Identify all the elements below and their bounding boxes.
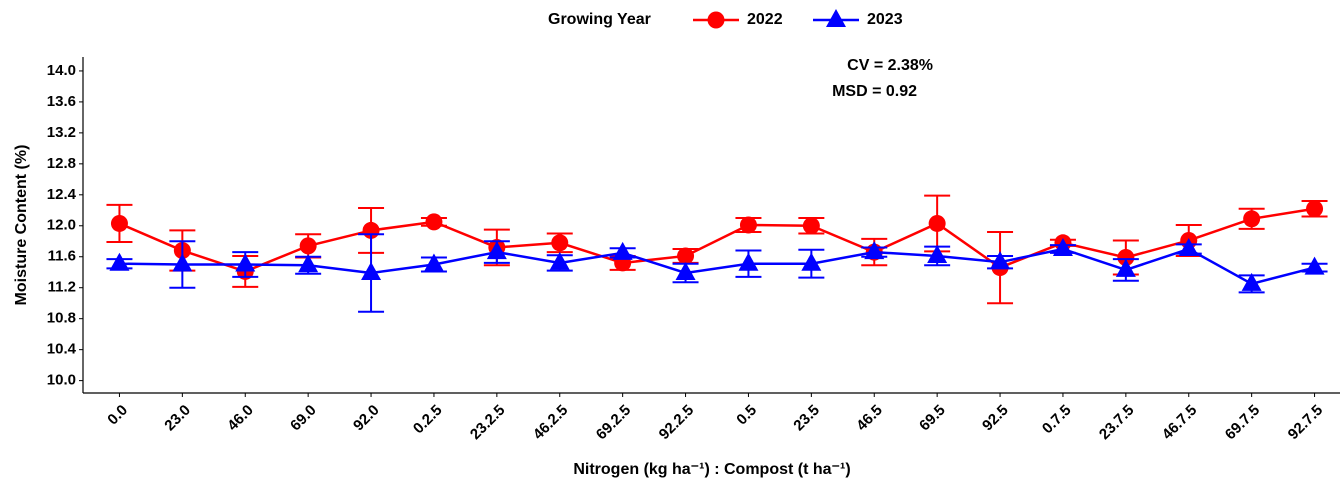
series-line	[118, 207, 1315, 273]
marker	[675, 262, 696, 280]
marker	[1306, 200, 1324, 218]
marker	[677, 247, 695, 265]
marker	[299, 237, 317, 255]
marker	[738, 252, 759, 271]
marker	[1052, 238, 1073, 256]
x-tick-label: 69.7.5	[1222, 402, 1264, 444]
x-tick-label: 46.7.5	[1159, 402, 1201, 444]
x-tick-label: 69.2.5	[593, 402, 635, 444]
y-tick-label: 10.0	[47, 372, 76, 389]
y-tick-label: 12.4	[47, 186, 77, 203]
annotation: CV = 2.38%	[847, 57, 933, 74]
marker	[1117, 249, 1135, 267]
marker	[486, 241, 507, 260]
y-axis-label: Moisture Content (%)	[13, 145, 30, 306]
legend-label: 2023	[867, 11, 903, 28]
y-tick-label: 10.8	[47, 310, 76, 327]
y-tick-label: 12.8	[47, 155, 76, 172]
x-tick-label: 92.7.5	[1285, 402, 1327, 444]
marker	[1178, 238, 1199, 256]
annotation: MSD = 0.92	[832, 83, 917, 100]
x-tick-label: 92.2.5	[656, 402, 698, 444]
marker	[423, 253, 444, 272]
legend-label: 2022	[747, 11, 783, 28]
x-tick-label: 92.5	[979, 402, 1012, 435]
y-tick-label: 11.2	[48, 279, 76, 296]
x-tick-label: 0.7.5	[1039, 402, 1075, 438]
marker	[801, 252, 822, 271]
marker	[802, 217, 820, 235]
x-tick-label: 23.0	[161, 402, 194, 435]
marker	[1241, 272, 1262, 291]
marker	[549, 251, 570, 270]
marker	[298, 254, 319, 273]
x-tick-label: 23.5	[790, 402, 823, 435]
marker	[425, 213, 443, 231]
legend-marker	[826, 9, 846, 27]
marker	[739, 216, 757, 234]
x-tick-label: 92.0	[350, 402, 383, 435]
y-tick-label: 13.6	[47, 93, 76, 110]
marker	[235, 253, 256, 272]
x-tick-label: 0.5	[733, 402, 760, 429]
x-tick-label: 46.0	[224, 402, 257, 435]
marker	[612, 241, 633, 260]
legend-marker	[707, 11, 725, 29]
y-tick-label: 10.4	[47, 341, 77, 358]
marker	[927, 244, 948, 263]
marker	[361, 262, 382, 280]
marker	[1243, 210, 1261, 228]
series-line	[119, 247, 1315, 286]
marker	[172, 253, 193, 272]
marker	[990, 251, 1011, 270]
x-tick-label: 69.0	[287, 402, 320, 435]
marker	[110, 214, 128, 232]
marker	[1115, 258, 1136, 277]
x-axis-label: Nitrogen (kg ha⁻¹) : Compost (t ha⁻¹)	[573, 461, 850, 478]
marker	[551, 234, 569, 252]
marker	[864, 241, 885, 260]
legend-title: Growing Year	[548, 11, 651, 28]
marker	[1304, 256, 1325, 275]
x-tick-label: 46.2.5	[530, 402, 572, 444]
y-tick-label: 14.0	[47, 62, 76, 79]
marker	[109, 252, 130, 271]
x-tick-label: 0.2.5	[410, 402, 446, 438]
y-tick-label: 13.2	[47, 124, 76, 141]
x-tick-label: 69.5	[916, 402, 949, 435]
x-tick-label: 23.7.5	[1096, 402, 1138, 444]
x-tick-label: 0.0	[104, 402, 131, 429]
y-tick-label: 11.6	[48, 248, 76, 265]
y-tick-label: 12.0	[47, 217, 76, 234]
x-tick-label: 23.2.5	[467, 402, 509, 444]
marker	[928, 214, 946, 232]
x-tick-label: 46.5	[853, 402, 886, 435]
